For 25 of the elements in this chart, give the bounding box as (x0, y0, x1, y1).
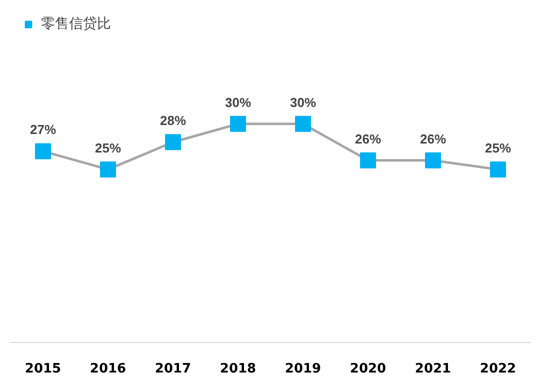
x-tick-label: 2016 (90, 362, 126, 376)
point (425, 152, 441, 168)
point (360, 152, 376, 168)
x-tick-label: 2015 (24, 362, 62, 376)
data-label: 26% (354, 131, 382, 146)
data-label: 30% (224, 94, 252, 110)
x-tick-label: 2022 (480, 362, 516, 376)
data-label: 28% (160, 113, 186, 128)
point (295, 116, 311, 132)
data-label: 25% (94, 140, 122, 156)
x-tick-label: 2020 (350, 362, 386, 376)
data-label: 27% (30, 122, 56, 138)
x-tick-label: 2019 (284, 362, 322, 376)
legend-label: 零售信贷比 (41, 15, 111, 33)
data-label: 30% (290, 94, 316, 110)
x-tick-label: 2018 (220, 362, 256, 376)
point (35, 143, 51, 160)
x-tick-label: 2021 (414, 362, 452, 376)
x-tick-label: 2017 (154, 362, 192, 376)
point (165, 134, 181, 150)
point (100, 161, 116, 178)
data-label: 25% (484, 140, 512, 156)
data-label: 26% (420, 131, 446, 146)
point (490, 161, 506, 178)
point (230, 116, 246, 132)
